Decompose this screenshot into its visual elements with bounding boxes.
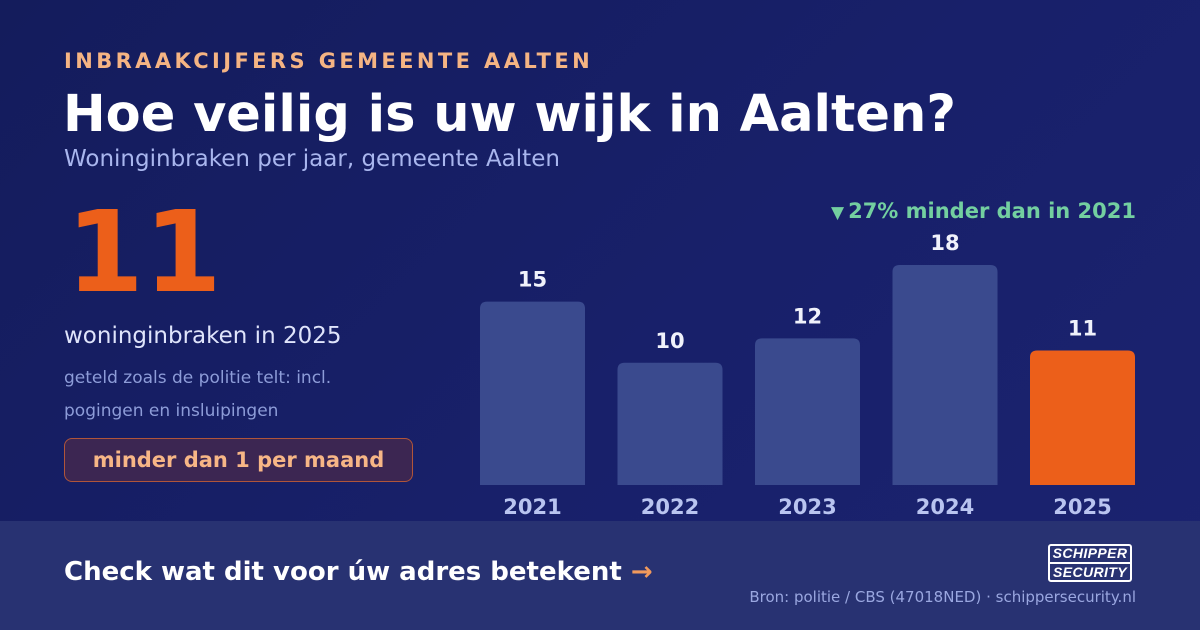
page-title: Hoe veilig is uw wijk in Aalten? — [63, 85, 956, 144]
value-label-2024: 18 — [930, 231, 959, 255]
value-label-2021: 15 — [518, 268, 547, 292]
bar-2022 — [617, 362, 723, 485]
eyebrow: INBRAAKCIJFERS GEMEENTE AALTEN — [64, 49, 594, 73]
delta-indicator: ▼ 27% minder dan in 2021 — [831, 199, 1136, 223]
value-label-2022: 10 — [655, 329, 684, 353]
highlight-note: geteld zoals de politie telt: incl. pogi… — [64, 368, 332, 421]
highlight-label: woninginbraken in 2025 — [64, 323, 342, 349]
footer-bar — [0, 521, 1200, 630]
bar-2024 — [892, 265, 998, 485]
value-label-2023: 12 — [793, 304, 822, 328]
bar-chart: 15 2021 10 2022 12 2023 18 2024 11 2025 — [480, 231, 1135, 519]
company-logo: SCHIPPER SECURITY — [1048, 544, 1132, 582]
logo-line-1: SCHIPPER — [1050, 546, 1130, 564]
monthly-badge: minder dan 1 per maand — [64, 438, 413, 482]
tick-label-2025: 2025 — [1053, 495, 1111, 519]
source-credit: Bron: politie / CBS (47018NED) · schippe… — [749, 588, 1136, 606]
cta-link[interactable]: Check wat dit voor úw adres betekent → — [64, 557, 653, 587]
arrow-right-icon: → — [630, 557, 653, 587]
triangle-down-icon: ▼ — [831, 203, 845, 223]
cta-text: Check wat dit voor úw adres betekent — [64, 557, 622, 587]
delta-text: 27% minder dan in 2021 — [848, 199, 1136, 223]
tick-label-2023: 2023 — [778, 495, 836, 519]
logo-line-2: SECURITY — [1053, 564, 1127, 580]
bar-2025 — [1030, 350, 1135, 485]
tick-label-2021: 2021 — [503, 495, 561, 519]
highlight-number: 11 — [66, 188, 222, 318]
bar-2023 — [755, 338, 860, 485]
bar-2021 — [480, 301, 585, 485]
tick-label-2022: 2022 — [641, 495, 699, 519]
tick-label-2024: 2024 — [916, 495, 974, 519]
value-label-2025: 11 — [1068, 317, 1097, 341]
subtitle: Woninginbraken per jaar, gemeente Aalten — [64, 146, 560, 172]
